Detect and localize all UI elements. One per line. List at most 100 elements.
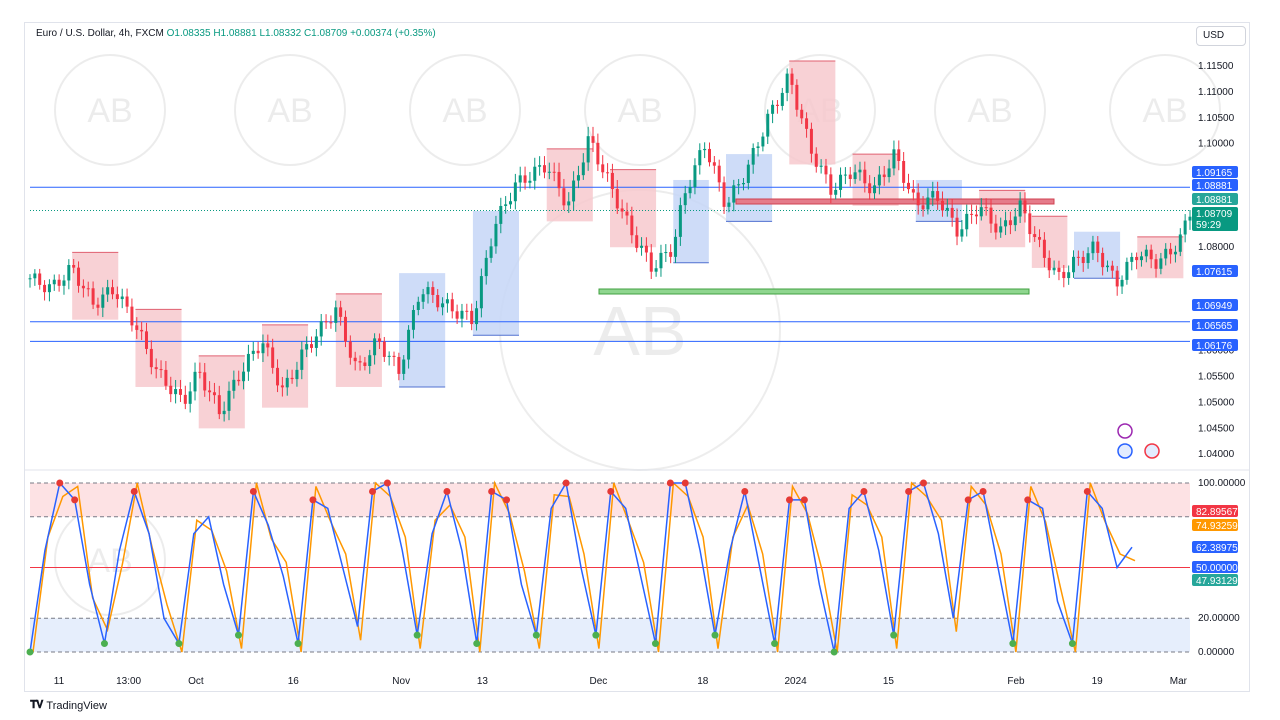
overbought-dot: [800, 496, 808, 504]
resistance-zone: [735, 198, 1055, 205]
time-tick-label: 13: [477, 676, 489, 687]
candles-layer: [28, 68, 1192, 422]
candle-body: [377, 338, 381, 342]
candle-body: [1013, 216, 1017, 226]
candle-body: [212, 392, 216, 396]
candle-body: [1091, 241, 1095, 254]
candle-body: [989, 207, 993, 224]
overbought-dot: [1024, 496, 1032, 504]
candle-body: [426, 287, 430, 295]
candle-body: [979, 207, 983, 217]
candle-body: [431, 287, 435, 295]
candle-body: [780, 92, 784, 106]
candle-body: [586, 136, 590, 163]
candle-body: [57, 279, 61, 286]
candle-body: [761, 136, 765, 147]
candle-body: [698, 150, 702, 166]
oversold-dot: [294, 640, 302, 648]
overbought-dot: [860, 487, 868, 495]
candle-body: [251, 350, 255, 354]
candle-body: [246, 353, 250, 372]
watermark-seal: [54, 54, 166, 166]
candle-body: [533, 166, 537, 181]
candle-body: [475, 308, 479, 325]
candle-body: [300, 349, 304, 370]
overbought-dot: [562, 479, 570, 487]
candle-body: [290, 377, 294, 380]
price-tick-label: 1.06000: [1198, 346, 1235, 357]
osc-value-label: 74.93259: [1196, 521, 1238, 532]
watermark-text: AB: [1142, 92, 1187, 130]
candle-body: [1149, 249, 1153, 260]
overbought-dot: [503, 496, 511, 504]
time-tick-label: Nov: [392, 676, 410, 687]
overbought-dot: [309, 496, 317, 504]
candle-body: [1135, 256, 1139, 261]
candle-body: [455, 311, 459, 319]
price-label: 1.08881: [1196, 181, 1233, 192]
price-tick-label: 1.08000: [1198, 242, 1235, 253]
candle-body: [402, 359, 406, 374]
candle-body: [479, 276, 483, 309]
candle-body: [1101, 252, 1105, 268]
watermark-text: AB: [967, 92, 1012, 130]
tradingview-brand[interactable]: 𝐓𝐕 TradingView: [30, 699, 107, 712]
candle-body: [572, 180, 576, 202]
candle-body: [1067, 272, 1071, 279]
candle-body: [610, 172, 614, 190]
overbought-dot: [383, 479, 391, 487]
candle-body: [1169, 248, 1173, 255]
candle-body: [1154, 259, 1158, 269]
price-tick-label: 1.11000: [1198, 87, 1234, 98]
candle-body: [334, 307, 338, 323]
osc-value-box: [1192, 541, 1238, 553]
osc-tick-label: 0.00000: [1198, 647, 1235, 658]
currency-button[interactable]: USD: [1196, 26, 1246, 46]
candle-body: [1052, 267, 1056, 271]
candle-body: [465, 310, 469, 312]
candle-body: [683, 193, 687, 206]
candle-body: [416, 301, 420, 311]
candle-body: [484, 257, 488, 277]
overbought-dot: [488, 487, 496, 495]
candle-body: [814, 153, 818, 167]
candle-body: [819, 165, 823, 167]
candle-body: [664, 252, 668, 254]
candle-body: [635, 235, 639, 248]
candle-body: [974, 214, 978, 217]
candle-body: [441, 303, 445, 308]
osc-value-label: 47.93129: [1196, 576, 1238, 587]
ohlc-values: O1.08335 H1.08881 L1.08332 C1.08709 +0.0…: [166, 28, 436, 39]
candle-body: [494, 223, 498, 247]
candle-body: [47, 284, 51, 293]
watermark-seal: [1109, 54, 1221, 166]
candle-body: [659, 252, 663, 269]
time-tick-label: Feb: [1007, 676, 1025, 687]
overbought-dot: [607, 487, 615, 495]
overbought-dot: [741, 487, 749, 495]
overbought-dot: [369, 487, 377, 495]
osc-value-label: 50.00000: [1196, 563, 1238, 574]
time-tick-label: 2024: [784, 676, 807, 687]
overbought-dot: [964, 496, 972, 504]
candle-body: [348, 341, 352, 358]
candle-body: [62, 280, 66, 286]
candle-body: [237, 379, 241, 382]
time-tick-label: 15: [883, 676, 895, 687]
candle-body: [562, 188, 566, 206]
watermark-seal: [409, 54, 521, 166]
candle-body: [1096, 241, 1100, 253]
symbol-title[interactable]: Euro / U.S. Dollar, 4h, FXCM: [36, 28, 164, 39]
indicator-icon: [1117, 443, 1133, 459]
candle-body: [703, 148, 707, 151]
candle-body: [674, 236, 678, 257]
brand-label: TradingView: [46, 699, 107, 712]
candle-body: [775, 104, 779, 106]
oversold-dot: [100, 640, 108, 648]
candle-body: [232, 379, 236, 391]
candle-body: [436, 294, 440, 308]
candle-body: [52, 279, 56, 285]
candle-body: [1130, 256, 1134, 262]
candle-body: [771, 104, 775, 114]
